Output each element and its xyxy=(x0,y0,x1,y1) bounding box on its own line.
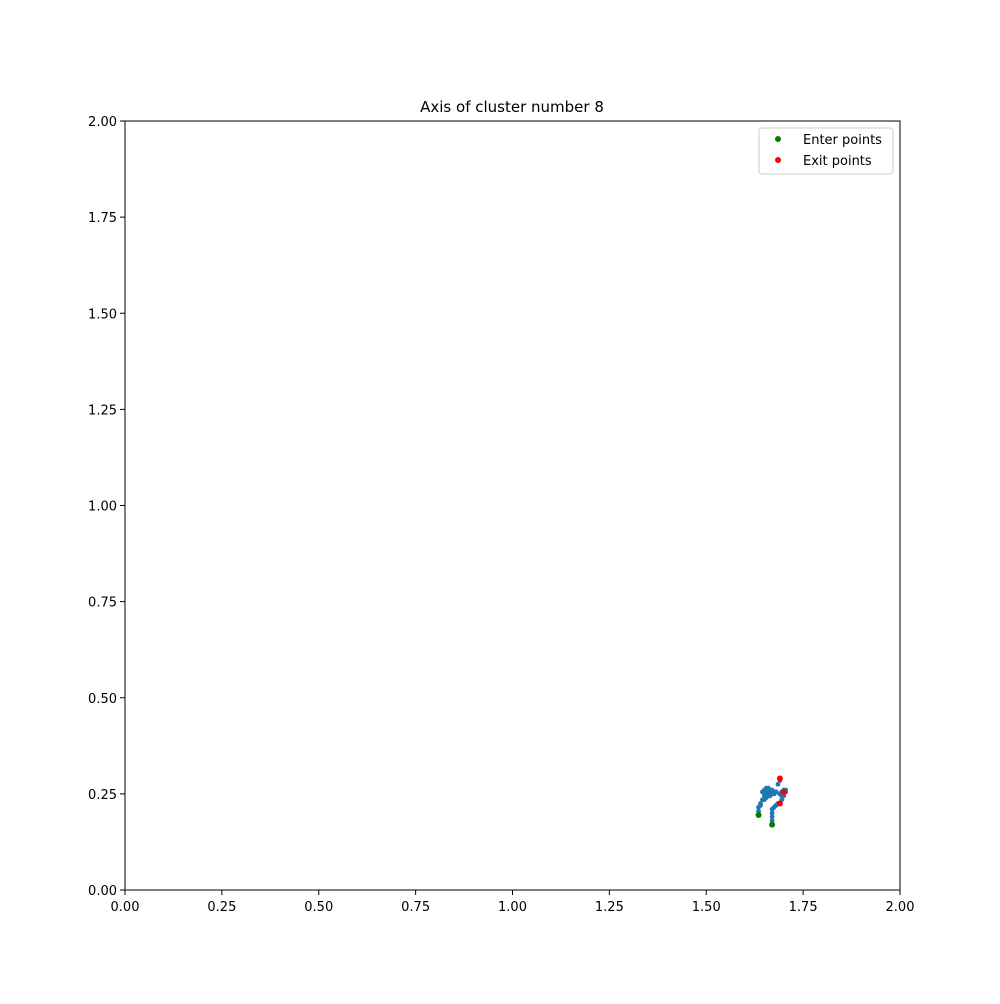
x-tick-label: 0.25 xyxy=(207,900,236,915)
trajectory-point xyxy=(775,781,781,787)
y-tick-label: 1.00 xyxy=(88,500,117,515)
exit-point xyxy=(776,775,783,782)
x-tick-label: 1.00 xyxy=(498,900,527,915)
y-tick-label: 0.75 xyxy=(88,596,117,611)
legend-label: Enter points xyxy=(803,133,882,148)
trajectory-point xyxy=(765,785,771,791)
y-tick-label: 1.50 xyxy=(88,307,117,322)
chart-legend: Enter points Exit points xyxy=(758,127,894,175)
x-tick-label: 0.00 xyxy=(111,900,140,915)
chart-title: Axis of cluster number 8 xyxy=(420,98,604,116)
y-tick-label: 0.50 xyxy=(88,692,117,707)
trajectory-point xyxy=(773,789,779,795)
trajectory-point xyxy=(769,814,775,820)
exit-point xyxy=(780,788,787,795)
x-tick-label: 0.75 xyxy=(401,900,430,915)
legend-box xyxy=(758,127,894,175)
x-tick-label: 1.75 xyxy=(789,900,818,915)
legend-label: Exit points xyxy=(803,154,872,169)
y-tick-label: 0.00 xyxy=(88,884,117,899)
x-tick-label: 2.00 xyxy=(886,900,915,915)
trajectory-point xyxy=(769,787,775,793)
trajectory-point xyxy=(767,793,773,799)
y-tick-label: 0.25 xyxy=(88,788,117,803)
y-tick-label: 1.75 xyxy=(88,211,117,226)
x-tick-label: 1.25 xyxy=(595,900,624,915)
legend-marker xyxy=(775,157,781,163)
x-tick-label: 0.50 xyxy=(304,900,333,915)
plot-area xyxy=(124,120,901,891)
y-tick-label: 1.25 xyxy=(88,403,117,418)
exit-point xyxy=(776,800,783,807)
y-tick-label: 2.00 xyxy=(88,115,117,130)
trajectory-point xyxy=(758,803,763,808)
enter-point xyxy=(755,812,762,819)
trajectory-point xyxy=(769,810,775,816)
legend-marker xyxy=(775,136,781,142)
x-tick-label: 1.50 xyxy=(692,900,721,915)
enter-point xyxy=(769,821,776,828)
